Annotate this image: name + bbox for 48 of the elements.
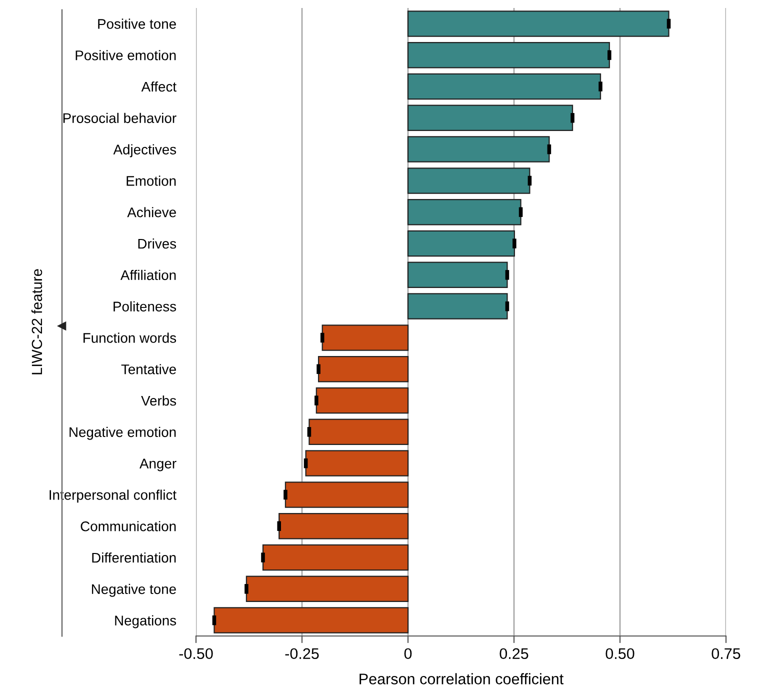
bar	[316, 387, 409, 414]
bar	[407, 104, 574, 132]
y-tick-label: Drives	[138, 238, 176, 249]
y-tick-label: Adjectives	[113, 144, 176, 158]
x-tick-label: 0.75	[712, 648, 740, 660]
y-tick-label: Affiliation	[120, 270, 176, 280]
bar	[318, 356, 409, 382]
y-tick-label: Interpersonal conflict	[50, 490, 176, 503]
y-tick-label: Negative tone	[92, 584, 176, 597]
bar	[407, 230, 515, 257]
y-axis-title: LIWC-22 feature	[31, 269, 42, 374]
y-tick-label: Negative emotion	[70, 426, 176, 440]
y-tick-label: Prosocial behavior	[63, 112, 176, 124]
y-tick-label: Differentiation	[92, 552, 176, 563]
bar	[262, 544, 409, 571]
bar	[407, 136, 550, 162]
y-tick-label: Positive tone	[98, 18, 176, 29]
bar	[308, 418, 409, 446]
y-tick-label: Negations	[115, 615, 176, 628]
y-tick-label: Tentative	[121, 364, 176, 374]
bar	[214, 607, 409, 634]
bar	[407, 73, 602, 100]
x-tick-label: 0	[404, 648, 412, 660]
bar	[305, 450, 409, 476]
bar	[407, 168, 530, 194]
y-tick-label: Verbs	[141, 395, 176, 406]
bar	[407, 262, 508, 288]
bar	[322, 324, 409, 351]
x-tick-label: -0.25	[285, 648, 319, 660]
bar	[284, 482, 409, 508]
y-tick-label: Communication	[80, 521, 176, 532]
y-tick-label: Affect	[141, 81, 176, 92]
x-tick-label: -0.50	[179, 648, 213, 660]
bar	[278, 512, 409, 540]
y-tick-label: Emotion	[126, 176, 176, 186]
y-tick-label: Achieve	[127, 207, 176, 218]
y-tick-label: Positive emotion	[76, 50, 176, 60]
x-axis-title: Pearson correlation coefficient	[360, 673, 564, 684]
x-tick-label: 0.25	[500, 648, 528, 660]
bar	[246, 576, 409, 602]
bar	[407, 42, 610, 68]
bar	[407, 293, 508, 320]
y-tick-label: Politeness	[114, 301, 176, 312]
bar	[407, 10, 670, 37]
y-tick-label: Function words	[84, 332, 176, 343]
x-tick-label: 0.50	[606, 648, 634, 660]
bar	[407, 198, 522, 226]
y-tick-label: Anger	[140, 458, 176, 472]
